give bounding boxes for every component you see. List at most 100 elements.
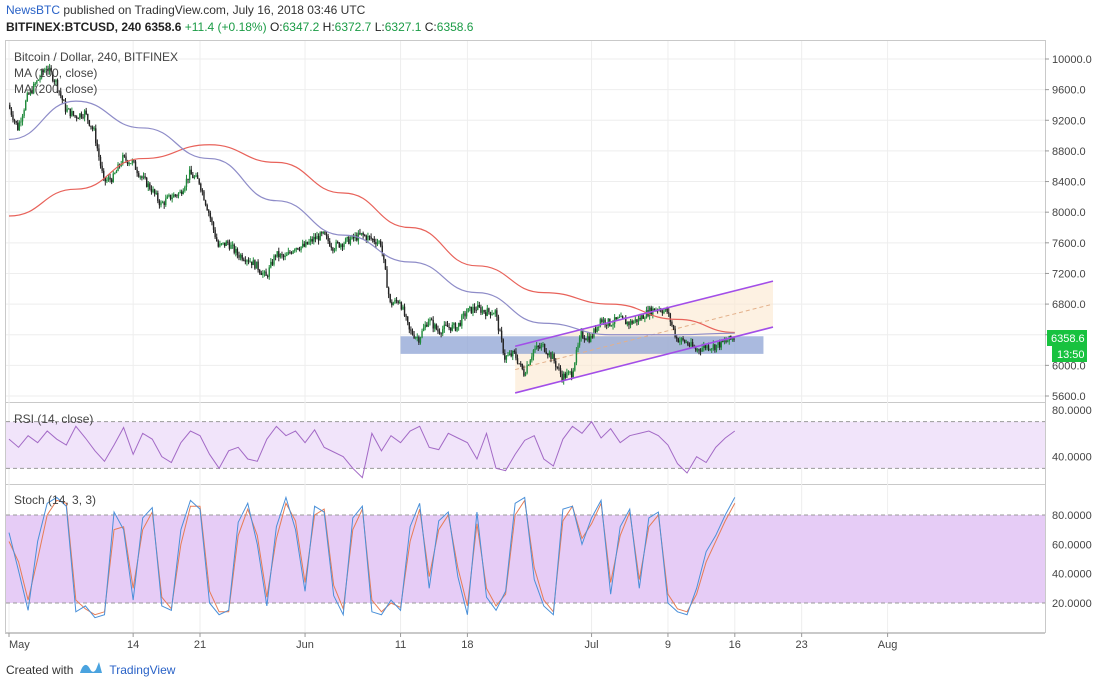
candle-body	[93, 128, 95, 130]
candle-body	[442, 329, 444, 334]
candle-body	[360, 233, 363, 235]
time-tick-label: May	[9, 639, 30, 651]
candle-body	[239, 254, 242, 258]
candle-body	[394, 299, 396, 303]
time-tick-label: 9	[665, 639, 671, 651]
candle-body	[545, 351, 547, 354]
price-change: +11.4 (+0.18%)	[184, 20, 267, 34]
candle-body	[32, 83, 35, 94]
candle-body	[216, 237, 218, 242]
candle-body	[483, 310, 485, 313]
candle-body	[687, 342, 689, 345]
candle-body	[523, 369, 525, 376]
candle-body	[699, 350, 702, 352]
candle-body	[69, 108, 71, 117]
candle-body	[639, 317, 641, 320]
candle-body	[445, 324, 447, 326]
candle-body	[594, 328, 597, 332]
candle-body	[273, 255, 275, 265]
candle-body	[691, 342, 694, 347]
candle-body	[343, 243, 345, 248]
candle-body	[110, 179, 113, 183]
candle-body	[18, 122, 21, 131]
low-label: L:	[374, 20, 385, 34]
candle-body	[508, 353, 511, 356]
candle-body	[15, 121, 17, 123]
publish-info: NewsBTC published on TradingView.com, Ju…	[6, 3, 365, 17]
candle-body	[695, 347, 697, 351]
candle-body	[131, 160, 134, 164]
candle-body	[485, 312, 487, 316]
candle-body	[301, 243, 304, 247]
stoch-d-line	[8, 498, 736, 616]
candle-body	[473, 306, 476, 310]
price-tick-label: 9600.0	[1052, 85, 1086, 97]
price-tick-label: 8800.0	[1052, 146, 1086, 158]
candle-body	[203, 191, 205, 201]
candle-body	[139, 176, 142, 178]
candle-body	[596, 326, 598, 332]
candle-body	[317, 235, 320, 241]
candle-body	[520, 363, 522, 365]
candle-body	[731, 338, 734, 340]
candle-body	[209, 212, 212, 219]
candle-body	[128, 163, 130, 165]
candle-body	[287, 251, 290, 255]
candle-body	[357, 232, 360, 241]
candle-body	[633, 321, 635, 324]
candle-body	[378, 241, 380, 243]
candle-body	[125, 156, 127, 161]
channel-lower-line	[514, 326, 774, 394]
legend-ma100: MA (100, close)	[14, 66, 97, 80]
candle-body	[25, 100, 27, 111]
candle-body	[524, 373, 527, 376]
publisher-link[interactable]: NewsBTC	[6, 3, 61, 17]
candle-body	[165, 198, 167, 205]
candle-body	[407, 316, 409, 323]
candle-body	[617, 317, 619, 320]
candle-body	[305, 241, 307, 247]
candle-body	[122, 155, 124, 165]
time-axis: May 14 21 Jun 11 18 Jul 9 16 23 Aug	[8, 633, 897, 651]
candle-body	[537, 345, 539, 347]
candle-body	[515, 351, 517, 359]
candle-body	[314, 236, 317, 240]
candle-body	[669, 313, 672, 322]
time-tick-label: Jun	[296, 639, 314, 651]
candle-body	[313, 236, 315, 242]
candle-body	[238, 255, 240, 258]
candle-body	[491, 313, 493, 316]
candle-body	[349, 238, 352, 244]
price-tick-label: 6800.0	[1052, 299, 1086, 311]
moving-averages	[8, 100, 735, 336]
tradingview-link[interactable]: TradingView	[109, 662, 176, 677]
candle-body	[192, 174, 194, 179]
candle-body	[268, 267, 270, 277]
candle-body	[160, 202, 162, 206]
candle-body	[698, 349, 700, 351]
candle-body	[200, 183, 202, 191]
candle-body	[180, 191, 183, 195]
candle-body	[588, 336, 590, 342]
candle-body	[449, 327, 452, 331]
candle-body	[28, 93, 30, 95]
candle-body	[704, 345, 707, 349]
candle-body	[40, 70, 43, 78]
candle-body	[147, 183, 149, 187]
stoch-title: Stoch (14, 3, 3)	[14, 493, 96, 507]
candle-body	[475, 309, 477, 311]
candle-body	[438, 331, 441, 334]
candle-body	[526, 365, 528, 374]
candle-body	[434, 324, 436, 329]
candle-body	[109, 177, 111, 180]
countdown-badge-label: 13:50	[1057, 349, 1085, 361]
candle-body	[717, 342, 719, 345]
candle-body	[448, 326, 450, 328]
candle-body	[338, 242, 340, 248]
candle-body	[265, 271, 267, 276]
candle-body	[298, 249, 301, 251]
candle-body	[535, 345, 538, 349]
candle-body	[500, 330, 503, 340]
candle-body	[292, 250, 294, 254]
